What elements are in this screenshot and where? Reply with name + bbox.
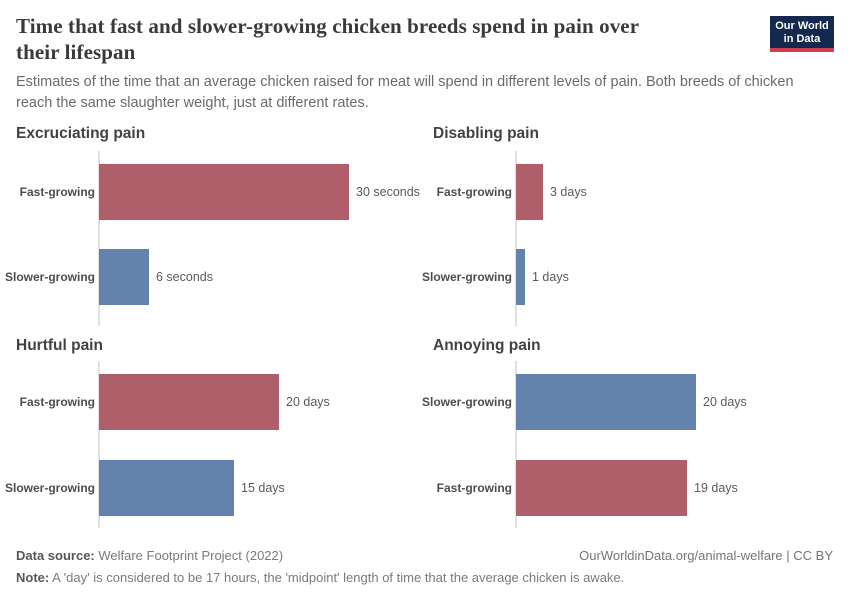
note-label: Note: — [16, 570, 50, 585]
bar — [516, 164, 543, 220]
data-source-value: Welfare Footprint Project (2022) — [94, 548, 284, 563]
axis-line — [515, 151, 517, 326]
bar — [99, 374, 279, 430]
bar — [516, 374, 696, 430]
value-label: 19 days — [694, 481, 738, 495]
bar — [99, 460, 234, 516]
category-label: Fast-growing — [436, 185, 512, 199]
value-label: 15 days — [241, 481, 285, 495]
category-label: Slower-growing — [422, 395, 512, 409]
value-label: 6 seconds — [156, 270, 213, 284]
category-label: Slower-growing — [422, 270, 512, 284]
category-label: Fast-growing — [19, 395, 95, 409]
chart-subtitle: Estimates of the time that an average ch… — [16, 74, 794, 111]
category-label: Slower-growing — [5, 481, 95, 495]
value-label: 3 days — [550, 185, 587, 199]
panel-title: Excruciating pain — [16, 125, 146, 142]
note-line: Note: A 'day' is considered to be 17 hou… — [16, 570, 624, 586]
attribution-text: OurWorldinData.org/animal-welfare | CC B… — [579, 548, 833, 563]
panel-title: Disabling pain — [433, 125, 539, 142]
value-label: 30 seconds — [356, 185, 420, 199]
bar — [99, 164, 349, 220]
value-label: 20 days — [703, 395, 747, 409]
axis-line — [515, 361, 517, 528]
owid-logo-text: Our World in Data — [770, 16, 834, 48]
note-text: A 'day' is considered to be 17 hours, th… — [49, 570, 625, 585]
data-source-line: Data source: Welfare Footprint Project (… — [16, 548, 283, 564]
category-label: Slower-growing — [5, 270, 95, 284]
owid-logo: Our World in Data — [770, 16, 834, 52]
axis-line — [98, 151, 100, 326]
bar — [516, 249, 525, 305]
value-label: 20 days — [286, 395, 330, 409]
category-label: Fast-growing — [436, 481, 512, 495]
page-title: Time that fast and slower-growing chicke… — [16, 14, 640, 64]
panel-title: Annoying pain — [433, 337, 541, 354]
category-label: Fast-growing — [19, 185, 95, 199]
value-label: 1 days — [532, 270, 569, 284]
panel-title: Hurtful pain — [16, 337, 103, 354]
bar — [516, 460, 687, 516]
bar — [99, 249, 149, 305]
owid-logo-underline — [770, 48, 834, 52]
axis-line — [98, 361, 100, 528]
data-source-label: Data source: — [16, 548, 95, 563]
